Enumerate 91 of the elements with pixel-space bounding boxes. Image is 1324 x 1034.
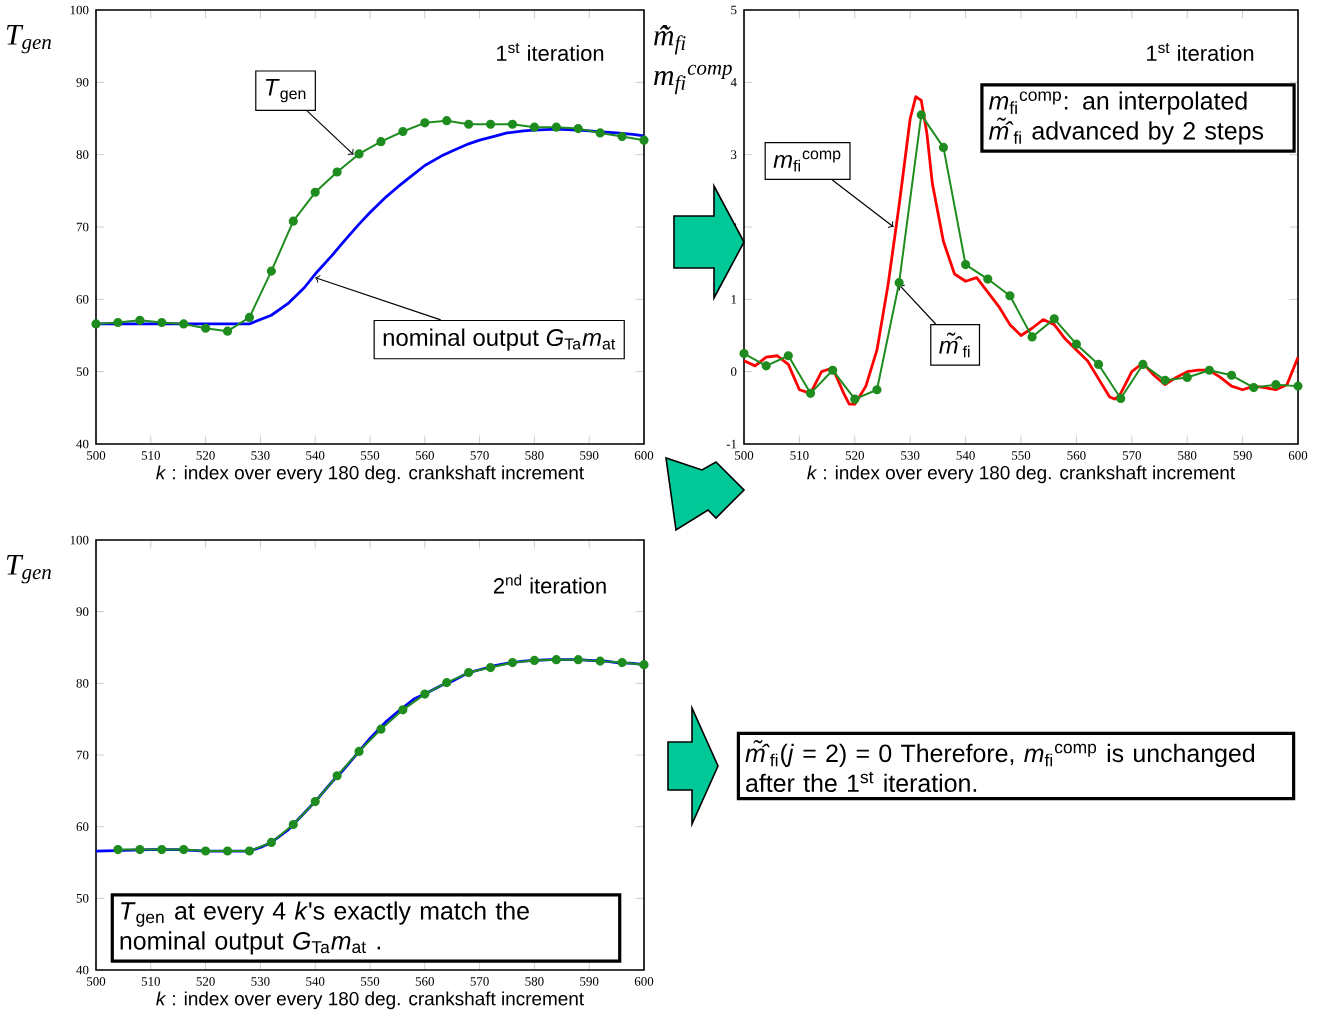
point bbox=[398, 705, 408, 715]
point bbox=[398, 126, 408, 137]
text: T$_{gen}$ at every 4 k's exactly match the nominal output G$_{Ta}$m$_{at}$ . bbox=[120, 901, 529, 955]
point bbox=[983, 274, 993, 284]
point bbox=[485, 119, 496, 129]
annotation: m̃̂$_{fi}$ bbox=[939, 332, 970, 358]
point bbox=[354, 746, 364, 757]
point bbox=[179, 319, 189, 329]
y-axis-title: m̃̂$_{fi}$ m$_{fi}$comp bbox=[654, 25, 732, 95]
point bbox=[113, 317, 123, 328]
point bbox=[442, 116, 452, 126]
point bbox=[332, 167, 342, 177]
point bbox=[739, 348, 749, 359]
point bbox=[1049, 314, 1059, 324]
point bbox=[376, 137, 386, 147]
annotation: 2$^{nd}$ iteration bbox=[493, 574, 606, 594]
point bbox=[639, 135, 649, 145]
point bbox=[1093, 359, 1104, 370]
point bbox=[310, 187, 320, 197]
point bbox=[222, 846, 233, 856]
point bbox=[157, 845, 167, 855]
point bbox=[1027, 332, 1037, 342]
point bbox=[872, 385, 882, 395]
point bbox=[354, 149, 364, 159]
text: m$_{fi}$$^{comp}$: an interpolated m̃̂$_{fi}$ advanced by 2 steps bbox=[988, 91, 1264, 145]
point bbox=[376, 724, 386, 734]
point bbox=[783, 351, 793, 361]
point bbox=[464, 668, 474, 678]
x-axis-title: k : index over every 180 deg. crankshaft increment bbox=[156, 991, 584, 1010]
point bbox=[222, 326, 233, 336]
point bbox=[551, 122, 561, 132]
point bbox=[805, 388, 816, 398]
point bbox=[485, 662, 496, 673]
annotation: 1$^{st}$ iteration bbox=[497, 42, 604, 62]
point bbox=[179, 845, 189, 855]
point bbox=[442, 678, 452, 688]
point bbox=[310, 797, 320, 807]
y-axis-title: T$_{gen}$ bbox=[6, 555, 51, 584]
point bbox=[761, 361, 771, 371]
point bbox=[1116, 393, 1126, 404]
point bbox=[850, 394, 860, 404]
point bbox=[113, 845, 123, 855]
point bbox=[573, 655, 583, 665]
point bbox=[157, 317, 167, 328]
annotation: T$_{gen}$ bbox=[265, 79, 306, 103]
x-axis-title: k : index over every 180 deg. crankshaft increment bbox=[156, 465, 584, 484]
point bbox=[1293, 381, 1303, 391]
point bbox=[617, 131, 627, 142]
point bbox=[201, 846, 211, 856]
point bbox=[573, 124, 583, 134]
point bbox=[961, 260, 971, 270]
point bbox=[266, 837, 276, 848]
point bbox=[332, 771, 342, 781]
point bbox=[1071, 339, 1081, 349]
point bbox=[135, 315, 145, 325]
point bbox=[916, 110, 926, 120]
annotation: 1$^{st}$ iteration bbox=[1147, 42, 1254, 62]
point bbox=[617, 657, 627, 668]
y-axis-title: T$_{gen}$ bbox=[6, 25, 51, 54]
point bbox=[639, 660, 649, 670]
point bbox=[1005, 291, 1015, 301]
point bbox=[1271, 380, 1281, 390]
point bbox=[938, 142, 949, 153]
point bbox=[551, 655, 561, 665]
point bbox=[507, 119, 518, 129]
point bbox=[1138, 359, 1148, 370]
point bbox=[201, 323, 211, 333]
point bbox=[244, 846, 255, 856]
point bbox=[1249, 382, 1259, 393]
point bbox=[91, 319, 101, 329]
point bbox=[595, 128, 605, 138]
point bbox=[288, 819, 298, 830]
point bbox=[266, 266, 276, 276]
point bbox=[507, 657, 518, 668]
point bbox=[244, 312, 255, 322]
text: m̃̂$_{fi}$(j = 2) = 0 Therefore, m$_{fi}$$^{comp}$ is unchanged after the 1$^{st}$ iteration. bbox=[745, 739, 1255, 793]
point bbox=[1226, 370, 1237, 380]
point bbox=[288, 216, 298, 226]
point bbox=[1204, 365, 1214, 375]
annotation: nominal output G$_{Ta}$m$_{at}$ bbox=[383, 328, 616, 351]
point bbox=[464, 119, 474, 129]
point bbox=[1182, 372, 1192, 383]
point bbox=[529, 122, 539, 132]
point bbox=[420, 689, 430, 699]
point bbox=[420, 118, 430, 128]
point bbox=[529, 655, 539, 665]
point bbox=[135, 845, 145, 855]
x-axis-title: k : index over every 180 deg. crankshaft increment bbox=[807, 465, 1235, 484]
point bbox=[1160, 375, 1170, 385]
point bbox=[828, 365, 838, 375]
point bbox=[595, 656, 605, 666]
